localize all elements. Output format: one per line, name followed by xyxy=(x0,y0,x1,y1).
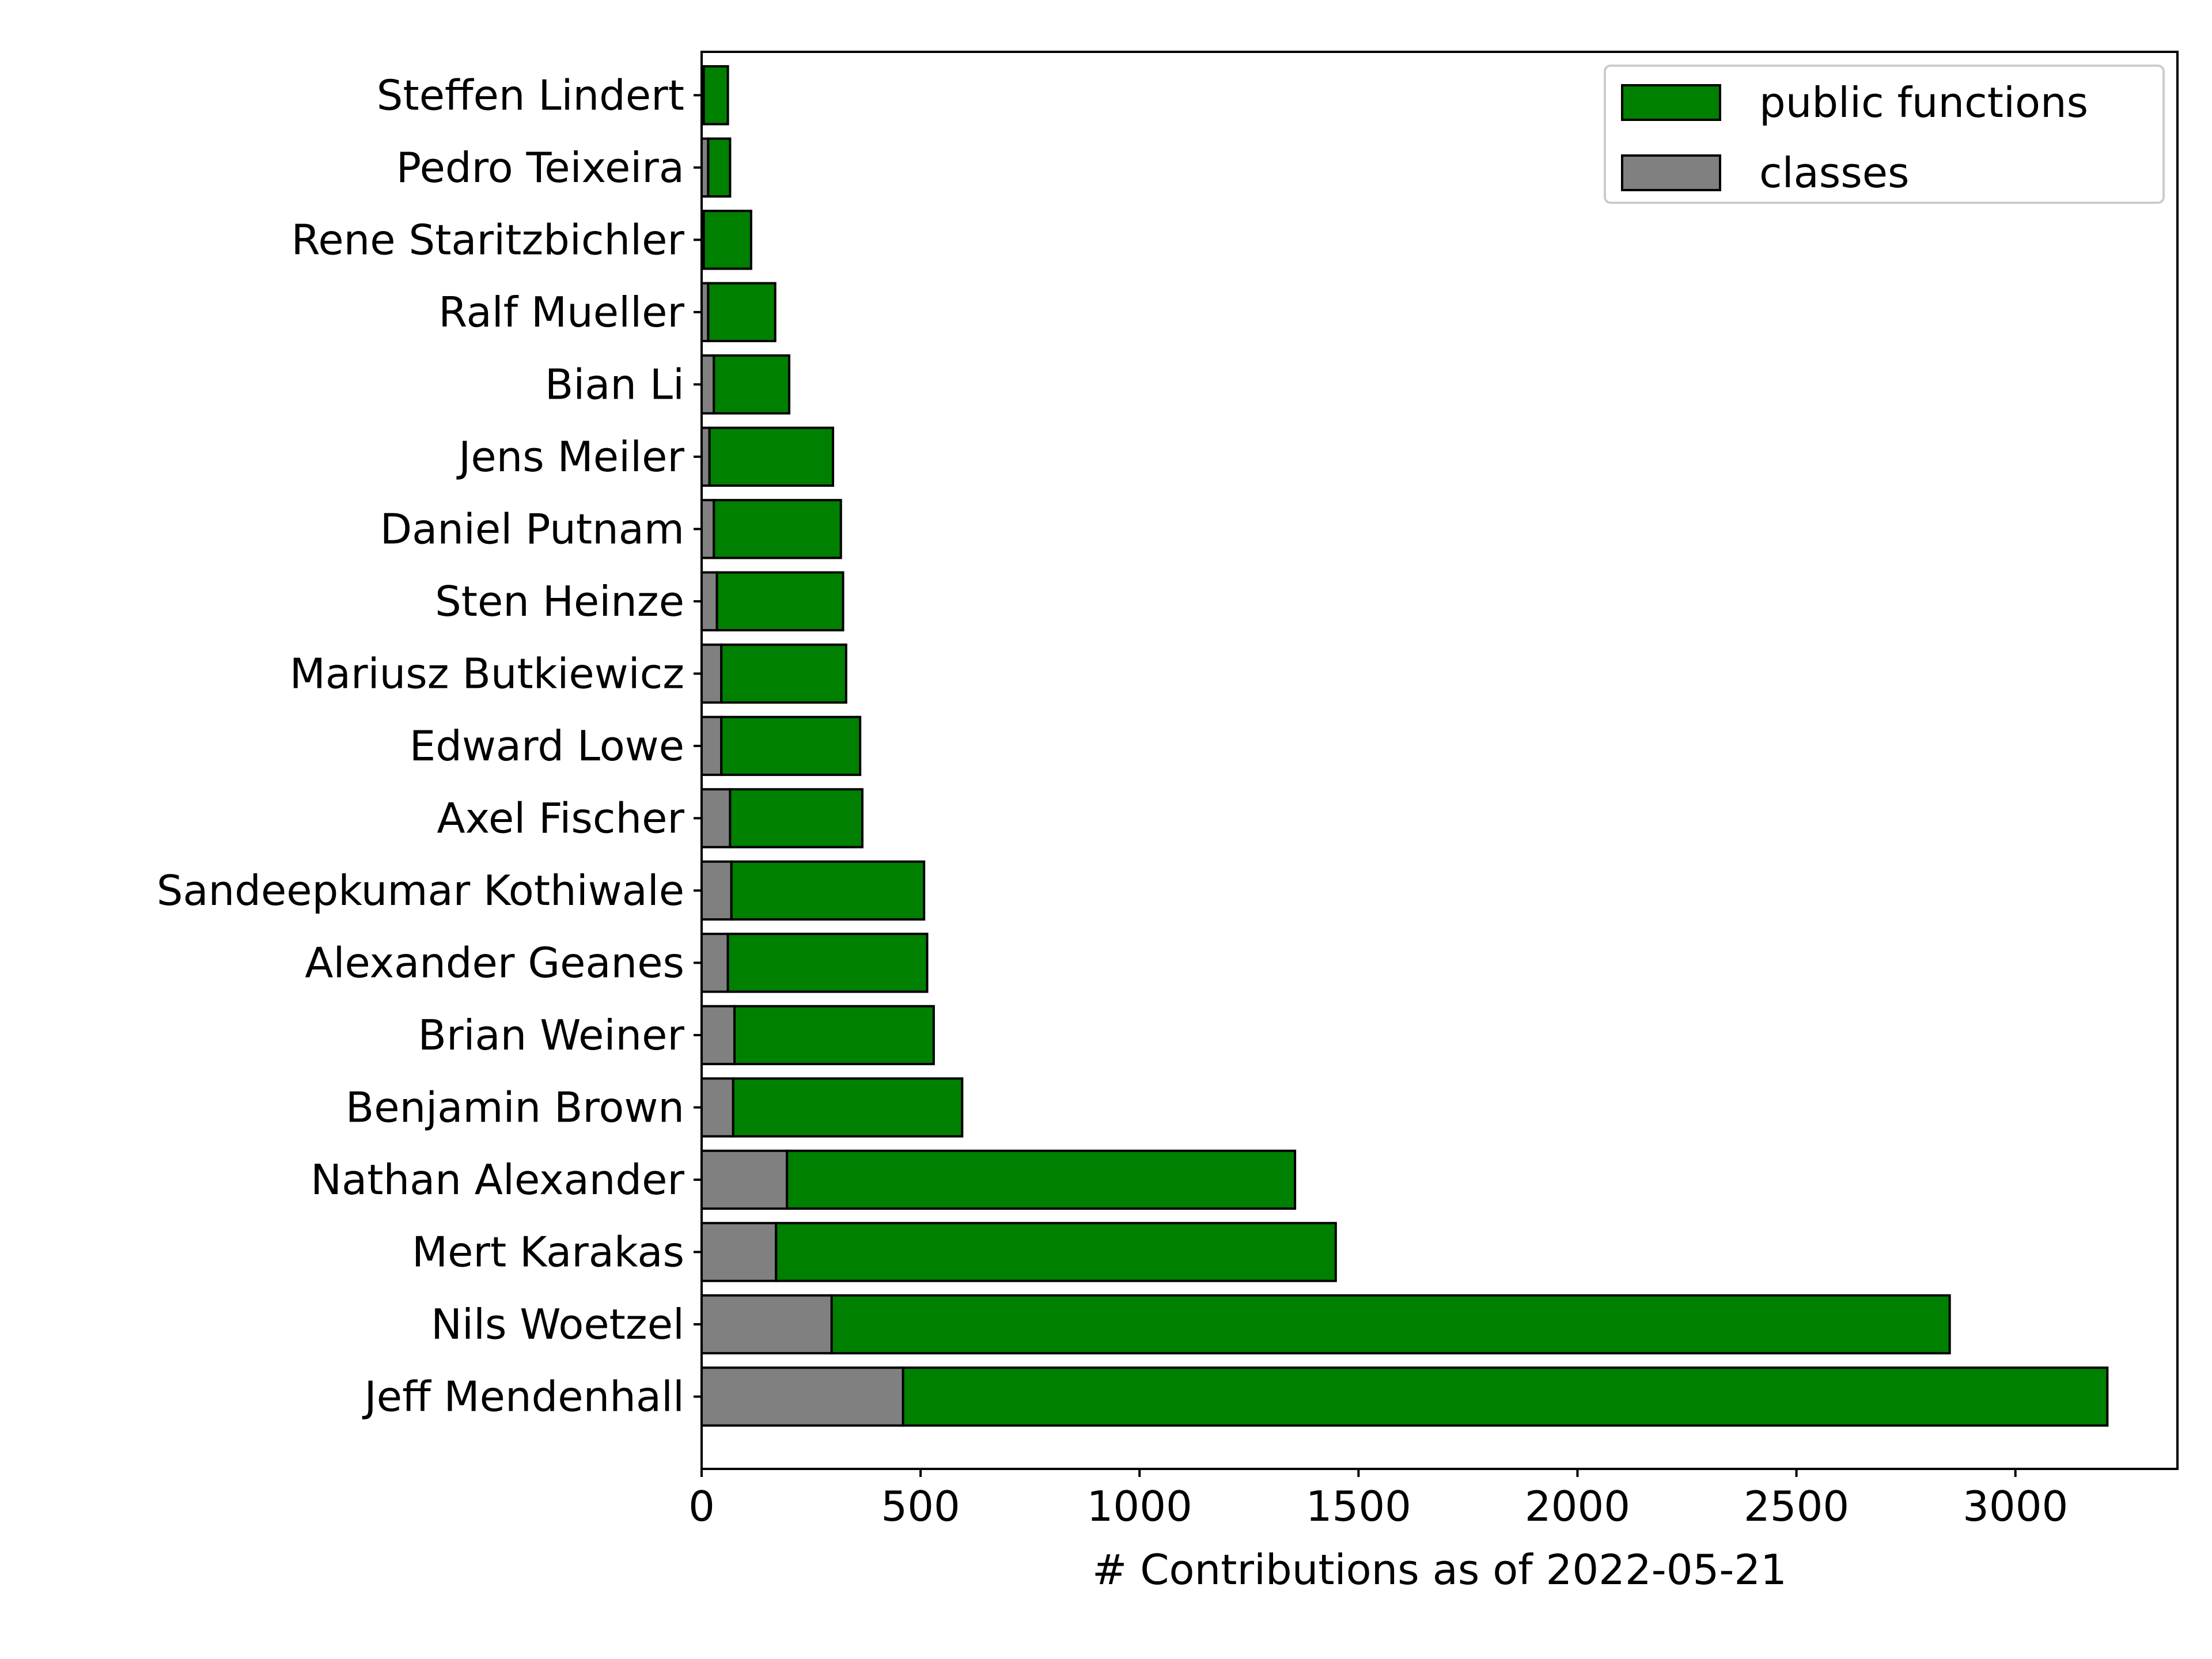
bar-public-functions-nils-woetzel xyxy=(830,1294,1951,1355)
y-tick-label-steffen-lindert: Steffen Lindert xyxy=(377,71,684,119)
bar-classes-sten-heinze xyxy=(700,571,718,632)
bar-classes-jeff-mendenhall xyxy=(700,1366,904,1427)
x-axis-label: # Contributions as of 2022-05-21 xyxy=(1092,1546,1787,1594)
bar-public-functions-rene-staritzbichler xyxy=(702,210,752,270)
bar-classes-sandeepkumar-kothiwale xyxy=(700,860,733,921)
bar-public-functions-daniel-putnam xyxy=(713,499,842,559)
bar-public-functions-alexander-geanes xyxy=(726,933,929,993)
y-tick-label-mariusz-butkiewicz: Mariusz Butkiewicz xyxy=(290,649,684,698)
x-tick-label-3000: 3000 xyxy=(1963,1482,2068,1531)
bar-classes-alexander-geanes xyxy=(700,933,729,993)
bar-public-functions-pedro-teixeira xyxy=(707,137,732,198)
bar-public-functions-sten-heinze xyxy=(715,571,844,632)
bar-classes-brian-weiner xyxy=(700,1005,736,1066)
bar-classes-daniel-putnam xyxy=(700,499,715,559)
x-tick-label-2500: 2500 xyxy=(1744,1482,1849,1531)
bar-classes-axel-fischer xyxy=(700,788,732,849)
x-axis-ticks: 0 500 1000 1500 2000 2500 3000 xyxy=(688,1469,2068,1531)
bar-public-functions-steffen-lindert xyxy=(702,65,729,126)
legend-label-classes: classes xyxy=(1759,149,1910,197)
x-tick-label-1500: 1500 xyxy=(1306,1482,1411,1531)
bar-public-functions-nathan-alexander xyxy=(786,1149,1297,1210)
y-tick-label-nathan-alexander: Nathan Alexander xyxy=(310,1156,684,1204)
bar-public-functions-mariusz-butkiewicz xyxy=(720,643,847,704)
bar-public-functions-jeff-mendenhall xyxy=(902,1366,2109,1427)
x-tick-label-500: 500 xyxy=(881,1482,960,1531)
legend-swatch-classes xyxy=(1621,154,1721,191)
bar-public-functions-edward-lowe xyxy=(720,715,862,777)
bar-classes-mert-karakas xyxy=(700,1222,778,1282)
bar-classes-jens-meiler xyxy=(700,426,711,487)
legend-swatch-public-functions xyxy=(1621,84,1721,121)
bar-public-functions-sandeepkumar-kothiwale xyxy=(730,860,926,921)
bar-public-functions-ralf-mueller xyxy=(707,282,777,343)
legend-label-public-functions: public functions xyxy=(1759,78,2088,127)
y-tick-label-benjamin-brown: Benjamin Brown xyxy=(346,1083,684,1131)
bar-classes-mariusz-butkiewicz xyxy=(700,643,723,704)
y-tick-label-jeff-mendenhall: Jeff Mendenhall xyxy=(362,1372,684,1421)
bar-classes-edward-lowe xyxy=(700,715,723,777)
y-tick-label-mert-karakas: Mert Karakas xyxy=(412,1228,684,1276)
bars-layer xyxy=(700,65,2109,1427)
y-tick-label-axel-fischer: Axel Fischer xyxy=(437,794,684,842)
bar-public-functions-axel-fischer xyxy=(729,788,864,849)
y-tick-label-jens-meiler: Jens Meiler xyxy=(456,433,684,481)
y-tick-label-sandeepkumar-kothiwale: Sandeepkumar Kothiwale xyxy=(157,866,684,915)
x-tick-label-0: 0 xyxy=(688,1482,715,1531)
plot-frame xyxy=(700,51,2179,1470)
bar-classes-bian-li xyxy=(700,354,715,415)
bar-classes-nathan-alexander xyxy=(700,1149,789,1210)
y-tick-label-ralf-mueller: Ralf Mueller xyxy=(438,288,684,336)
y-axis-ticks: Jeff Mendenhall Nils Woetzel Mert Karakas N… xyxy=(157,71,702,1421)
y-tick-label-brian-weiner: Brian Weiner xyxy=(418,1011,685,1059)
legend: public functions classes xyxy=(1604,65,2165,204)
bar-public-functions-jens-meiler xyxy=(708,426,835,487)
y-tick-label-edward-lowe: Edward Lowe xyxy=(410,722,684,770)
y-tick-label-daniel-putnam: Daniel Putnam xyxy=(380,505,684,553)
y-tick-label-pedro-teixeira: Pedro Teixeira xyxy=(396,143,684,192)
y-tick-label-alexander-geanes: Alexander Geanes xyxy=(305,938,684,987)
y-tick-label-nils-woetzel: Nils Woetzel xyxy=(431,1300,684,1349)
bar-classes-nils-woetzel xyxy=(700,1294,833,1355)
x-tick-label-2000: 2000 xyxy=(1525,1482,1630,1531)
x-tick-label-1000: 1000 xyxy=(1087,1482,1192,1531)
bar-public-functions-benjamin-brown xyxy=(732,1077,964,1138)
bar-classes-benjamin-brown xyxy=(700,1077,734,1138)
y-tick-label-bian-li: Bian Li xyxy=(545,360,684,408)
y-tick-label-sten-heinze: Sten Heinze xyxy=(435,577,684,626)
bar-public-functions-brian-weiner xyxy=(733,1005,935,1066)
y-tick-label-rene-staritzbichler: Rene Staritzbichler xyxy=(291,215,685,264)
bar-public-functions-bian-li xyxy=(713,354,791,415)
legend-box xyxy=(1604,65,2165,204)
bar-public-functions-mert-karakas xyxy=(775,1222,1337,1282)
